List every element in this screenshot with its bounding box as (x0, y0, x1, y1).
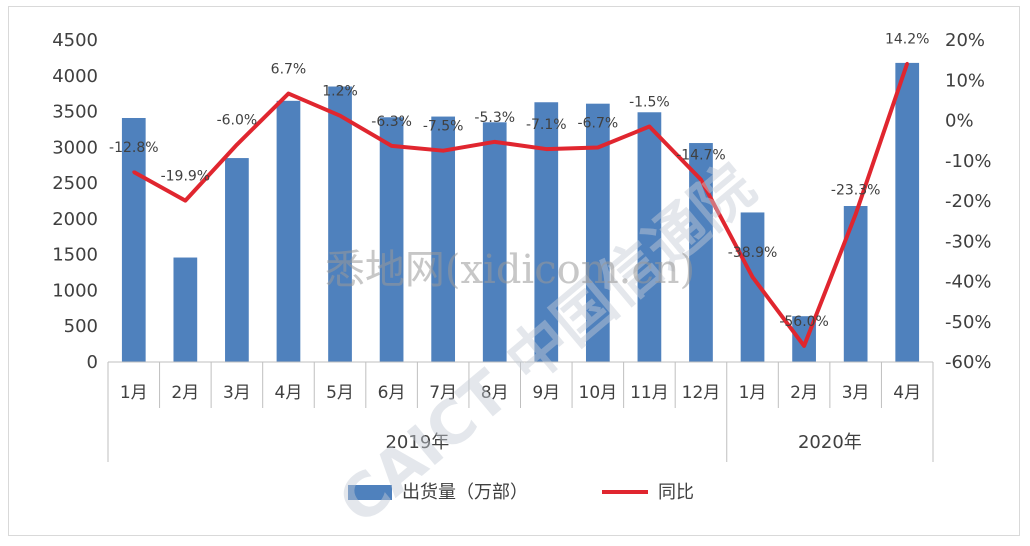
yoy-point (132, 171, 135, 174)
y-right-tick-label: -30% (945, 231, 992, 252)
y-right-tick-label: -20% (945, 191, 992, 212)
y-left-tick-label: 4000 (52, 66, 98, 87)
y-left-tick-label: 0 (87, 352, 98, 373)
bar (328, 87, 352, 362)
x-tick-label: 1月 (120, 383, 148, 403)
yoy-data-label: -19.9% (161, 169, 211, 185)
yoy-data-label: 14.2% (885, 31, 929, 47)
yoy-point (906, 62, 909, 65)
bar (483, 122, 507, 362)
yoy-point (596, 146, 599, 149)
yoy-point (442, 149, 445, 152)
yoy-point (339, 114, 342, 117)
y-right-tick-label: -50% (945, 312, 992, 333)
x-tick-label: 10月 (579, 383, 618, 403)
x-tick-label: 3月 (223, 383, 251, 403)
yoy-point (751, 276, 754, 279)
yoy-data-label: -1.5% (629, 95, 670, 111)
chart-canvas: 0 500 1000 1500 2000 2500 3000 3500 4000 4500 -60%… (0, 0, 1030, 546)
bar (277, 101, 301, 362)
y-right-tick-label: 20% (945, 30, 985, 51)
x-tick-label: 2月 (790, 383, 818, 403)
yoy-point (854, 213, 857, 216)
yoy-data-label: -7.5% (423, 119, 464, 135)
x-tick-label: 4月 (275, 383, 303, 403)
x-tick-label: 12月 (682, 383, 721, 403)
yoy-point (545, 148, 548, 151)
yoy-point (390, 144, 393, 147)
yoy-data-label: -5.3% (474, 110, 515, 126)
yoy-data-label: -38.9% (728, 245, 778, 261)
yoy-data-label: -12.8% (109, 140, 159, 156)
x-tick-label: 5月 (326, 383, 354, 403)
x-tick-label: 4月 (893, 383, 921, 403)
yoy-point (648, 125, 651, 128)
y-right-tick-label: 10% (945, 70, 985, 91)
bar (380, 117, 404, 362)
y-left-tick-label: 4500 (52, 30, 98, 51)
yoy-line (134, 63, 907, 346)
y-right-tick-label: 0% (945, 111, 974, 132)
x-tick-label: 2月 (171, 383, 199, 403)
yoy-data-label: -6.0% (217, 113, 258, 129)
yoy-data-label: -7.1% (526, 117, 567, 133)
bar (225, 158, 249, 362)
y-right-tick-label: -10% (945, 151, 992, 172)
yoy-data-label: 1.2% (322, 84, 358, 100)
yoy-data-label: -6.7% (578, 115, 619, 131)
yoy-point (493, 140, 496, 143)
bar (895, 63, 919, 362)
y-left-tick-label: 1000 (52, 280, 98, 301)
yoy-data-label: -56.0% (779, 314, 829, 330)
yoy-data-label: -23.3% (831, 182, 881, 198)
y-left-tick-label: 2500 (52, 173, 98, 194)
yoy-point (235, 143, 238, 146)
y-left-tick-label: 3000 (52, 137, 98, 158)
yoy-data-label: -6.3% (371, 114, 412, 130)
y-right-tick-label: -40% (945, 272, 992, 293)
bar (173, 258, 197, 362)
yoy-data-label: 6.7% (271, 62, 307, 78)
y-left-tick-label: 2000 (52, 209, 98, 230)
x-tick-label: 6月 (378, 383, 406, 403)
bar (431, 117, 455, 362)
yoy-point (184, 199, 187, 202)
y-left-tick-label: 1500 (52, 245, 98, 266)
y-left-tick-label: 500 (64, 316, 98, 337)
legend-line-label: 同比 (658, 482, 694, 503)
x-tick-label: 11月 (630, 383, 669, 403)
x-tick-label: 1月 (739, 383, 767, 403)
yoy-point (803, 344, 806, 347)
yoy-point (287, 92, 290, 95)
y-right-tick-label: -60% (945, 352, 992, 373)
y-left-tick-label: 3500 (52, 102, 98, 123)
bar (844, 206, 868, 362)
text-watermark: 悉地网(xidicom.cn) (325, 247, 695, 293)
x-tick-label: 3月 (842, 383, 870, 403)
group-label: 2020年 (798, 432, 862, 453)
